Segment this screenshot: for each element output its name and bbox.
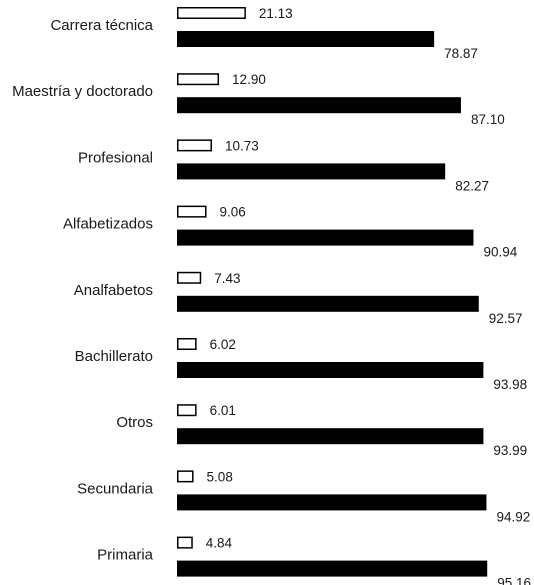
bar-outline-value-label: 7.43 xyxy=(214,271,240,286)
category-label: Maestría y doctorado xyxy=(12,83,153,100)
bar-outline xyxy=(177,271,202,284)
bar-solid xyxy=(177,31,435,47)
bar-solid xyxy=(177,362,484,378)
bar-solid-value-label: 90.94 xyxy=(483,245,517,260)
category-label: Secundaria xyxy=(77,480,154,497)
bar-outline-value-label: 10.73 xyxy=(225,138,259,153)
category-label: Primaria xyxy=(97,547,153,564)
bar-outline xyxy=(177,7,246,19)
bar-outline-value-label: 4.84 xyxy=(206,536,233,551)
bar-outline-value-label: 12.90 xyxy=(232,72,266,87)
bar-outline-value-label: 5.08 xyxy=(207,469,233,484)
category-label: Profesional xyxy=(78,149,153,166)
bar-solid xyxy=(177,494,487,511)
category-label: Analfabetos xyxy=(74,282,153,299)
bar-outline xyxy=(177,536,193,549)
bar-solid-value-label: 78.87 xyxy=(444,46,478,61)
bar-solid-value-label: 95.16 xyxy=(497,576,531,585)
bar-outline xyxy=(177,205,207,218)
bar-outline-value-label: 6.02 xyxy=(210,337,236,352)
bar-outline-value-label: 21.13 xyxy=(259,6,293,21)
bar-solid xyxy=(177,428,484,445)
bar-outline-value-label: 9.06 xyxy=(220,205,246,220)
bar-solid-value-label: 82.27 xyxy=(455,178,489,193)
bar-solid-value-label: 93.98 xyxy=(493,377,527,392)
category-label: Otros xyxy=(116,414,153,431)
bar-outline xyxy=(177,338,197,350)
bar-outline-value-label: 6.01 xyxy=(210,403,236,418)
bar-solid-value-label: 93.99 xyxy=(493,443,527,458)
bar-solid xyxy=(177,97,461,114)
bar-solid xyxy=(177,229,474,246)
bar-solid xyxy=(177,560,488,577)
bar-solid-value-label: 94.92 xyxy=(496,509,530,524)
bar-outline xyxy=(177,73,220,86)
bar-outline xyxy=(177,404,197,417)
bar-solid-value-label: 92.57 xyxy=(489,311,523,326)
bar-solid xyxy=(177,295,479,312)
bar-solid xyxy=(177,163,446,180)
bar-outline xyxy=(177,470,194,483)
bar-outline xyxy=(177,139,212,152)
category-label: Carrera técnica xyxy=(50,17,153,34)
bar-solid-value-label: 87.10 xyxy=(471,112,505,127)
category-label: Bachillerato xyxy=(75,348,153,365)
category-label: Alfabetizados xyxy=(63,216,153,233)
